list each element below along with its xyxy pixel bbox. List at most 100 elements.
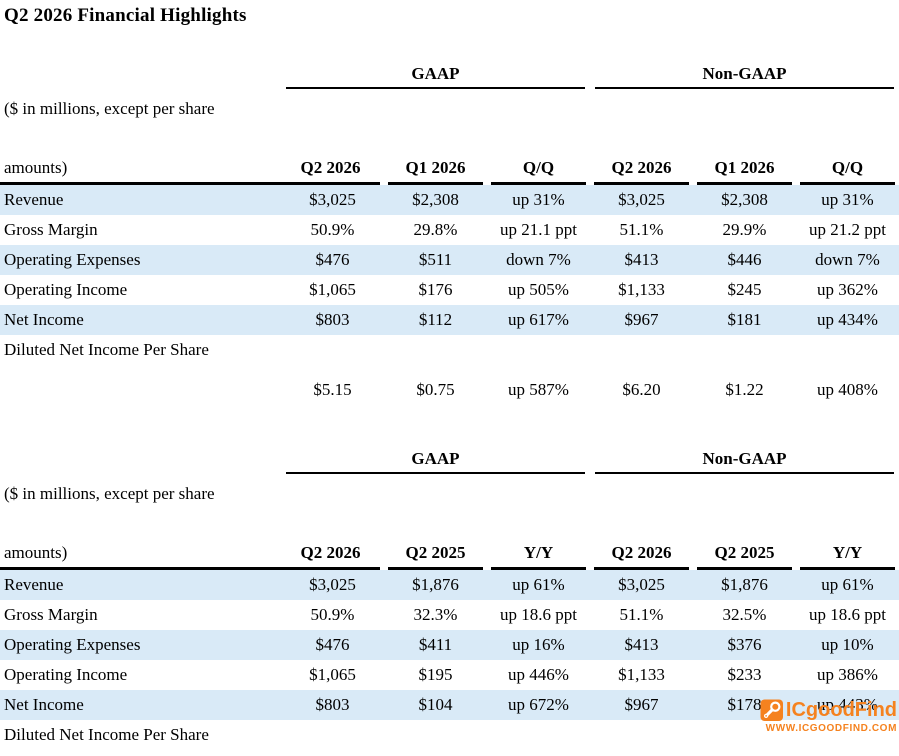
page-title: Q2 2026 Financial Highlights bbox=[4, 5, 247, 26]
column-header-row: amounts) Q2 2026 Q1 2026 Q/Q Q2 2026 Q1 2026 Q… bbox=[0, 129, 899, 185]
cell-value: up 408% bbox=[817, 380, 878, 399]
cell-value: 32.5% bbox=[722, 605, 767, 624]
unit-note-line2: amounts) bbox=[0, 158, 281, 185]
row-label: Revenue bbox=[4, 190, 64, 209]
cell-value: up 61% bbox=[512, 575, 565, 594]
cell-value: $2,308 bbox=[721, 190, 768, 209]
column-header-q2-2025: Q2 2025 bbox=[693, 514, 796, 570]
column-header-label: Q2 2026 bbox=[594, 158, 689, 185]
cell-value: $1,065 bbox=[309, 665, 356, 684]
row-label: Operating Expenses bbox=[4, 635, 141, 654]
cell-value: up 615% bbox=[487, 720, 590, 756]
column-header-q2-2026: Q2 2026 bbox=[590, 514, 693, 570]
cell-value: 29.8% bbox=[413, 220, 458, 239]
group-header-label: Non-GAAP bbox=[595, 64, 895, 89]
cell-value: up 443% bbox=[817, 695, 878, 714]
magnifier-wrench-icon bbox=[760, 699, 783, 721]
group-header-non-gaap: Non-GAAP bbox=[590, 440, 899, 474]
unit-note-line2-cell: amounts) bbox=[0, 514, 281, 570]
table-row: Gross Margin 50.9% 29.8% up 21.1 ppt 51.1% 29… bbox=[0, 215, 899, 245]
column-header-label: Q2 2026 bbox=[281, 543, 380, 570]
group-header-spacer bbox=[0, 55, 281, 89]
cell-value: $803 bbox=[315, 695, 350, 714]
row-label: Diluted Net Income Per Share bbox=[4, 340, 209, 359]
cell-value: up 362% bbox=[817, 280, 878, 299]
cell-value: $376 bbox=[727, 635, 762, 654]
cell-value: 32.3% bbox=[413, 605, 458, 624]
column-header-label: Q2 2026 bbox=[594, 543, 689, 570]
cell-value: $3,025 bbox=[618, 190, 665, 209]
cell-value: down 7% bbox=[506, 250, 571, 269]
group-header-spacer bbox=[0, 440, 281, 474]
cell-value: $967 bbox=[624, 310, 659, 329]
watermark: ICgoodFind WWW.ICGOODFIND.COM bbox=[760, 698, 897, 734]
cell-value: $104 bbox=[418, 695, 453, 714]
cell-value: 51.1% bbox=[619, 605, 664, 624]
table-row: Operating Income $1,065 $176 up 505% $1,133 $… bbox=[0, 275, 899, 305]
column-header-y-y: Y/Y bbox=[487, 514, 590, 570]
column-header-q1-2026: Q1 2026 bbox=[693, 129, 796, 185]
group-header-label: GAAP bbox=[286, 449, 585, 474]
cell-value: $411 bbox=[418, 635, 453, 654]
cell-value: $0.75 bbox=[416, 380, 455, 399]
cell-value: 50.9% bbox=[310, 220, 355, 239]
tables-container: GAAP Non-GAAP ($ in millions, except per s… bbox=[0, 55, 899, 756]
watermark-url: WWW.ICGOODFIND.COM bbox=[765, 723, 897, 734]
cell-value: $3,025 bbox=[309, 190, 356, 209]
column-header-q2-2025: Q2 2025 bbox=[384, 514, 487, 570]
group-header-label: GAAP bbox=[286, 64, 585, 89]
cell-value: $5.15 bbox=[281, 720, 384, 756]
watermark-brand: ICgoodFind bbox=[785, 699, 897, 721]
cell-value: up 31% bbox=[512, 190, 565, 209]
column-header-y-y: Y/Y bbox=[796, 514, 899, 570]
table-row: Operating Income $1,065 $195 up 446% $1,133 $… bbox=[0, 660, 899, 690]
column-header-label: Q2 2026 bbox=[281, 158, 380, 185]
cell-value: $176 bbox=[418, 280, 453, 299]
cell-value: $5.15 bbox=[313, 380, 352, 399]
cell-value: up 21.1 ppt bbox=[500, 220, 577, 239]
cell-value: up 18.6 ppt bbox=[500, 605, 577, 624]
table-row: Revenue $3,025 $1,876 up 61% $3,025 $1,876 up … bbox=[0, 570, 899, 600]
row-label: Operating Expenses bbox=[4, 250, 141, 269]
cell-value: $2,308 bbox=[412, 190, 459, 209]
column-header-q2-2026: Q2 2026 bbox=[590, 129, 693, 185]
unit-note-line2: amounts) bbox=[0, 543, 281, 570]
group-header-non-gaap: Non-GAAP bbox=[590, 55, 899, 89]
cell-value: $6.20 bbox=[590, 720, 693, 756]
cell-value: $1,876 bbox=[412, 575, 459, 594]
column-header-q2-2026: Q2 2026 bbox=[281, 129, 384, 185]
cell-value: up 617% bbox=[508, 310, 569, 329]
cell-value: $3,025 bbox=[309, 575, 356, 594]
table-row: Operating Expenses $476 $511 down 7% $413 $44… bbox=[0, 245, 899, 275]
watermark-logo-row: ICgoodFind bbox=[760, 698, 897, 722]
group-header-row: GAAP Non-GAAP bbox=[0, 55, 899, 89]
column-header-q2-2026: Q2 2026 bbox=[281, 514, 384, 570]
unit-note-row: ($ in millions, except per share bbox=[0, 89, 899, 129]
cell-value: $178 bbox=[727, 695, 762, 714]
cell-value: up 31% bbox=[821, 190, 874, 209]
column-header-label: Q2 2025 bbox=[388, 543, 483, 570]
table-row: Diluted Net Income Per Share $5.15 $0.75 up… bbox=[0, 335, 899, 410]
cell-value: up 505% bbox=[508, 280, 569, 299]
cell-value: $1,133 bbox=[618, 665, 665, 684]
cell-value: up 434% bbox=[817, 310, 878, 329]
cell-value: up 672% bbox=[508, 695, 569, 714]
unit-note-line2-cell: amounts) bbox=[0, 129, 281, 185]
row-label: Gross Margin bbox=[4, 220, 98, 239]
cell-value: 51.1% bbox=[619, 220, 664, 239]
cell-value: up 21.2 ppt bbox=[809, 220, 886, 239]
cell-value: $245 bbox=[727, 280, 762, 299]
cell-value: up 16% bbox=[512, 635, 565, 654]
cell-value: 50.9% bbox=[310, 605, 355, 624]
financial-table-2: GAAP Non-GAAP ($ in millions, except per s… bbox=[0, 440, 899, 756]
cell-value: $413 bbox=[624, 635, 659, 654]
cell-value: $181 bbox=[727, 310, 762, 329]
cell-value: $1,065 bbox=[309, 280, 356, 299]
cell-value: $112 bbox=[418, 310, 453, 329]
column-header-row: amounts) Q2 2026 Q2 2025 Y/Y Q2 2026 Q2 2025 Y… bbox=[0, 514, 899, 570]
column-header-label: Q1 2026 bbox=[697, 158, 792, 185]
cell-value: $803 bbox=[315, 310, 350, 329]
row-label: Diluted Net Income Per Share bbox=[4, 725, 209, 744]
unit-note-row: ($ in millions, except per share bbox=[0, 474, 899, 514]
cell-value: up 61% bbox=[821, 575, 874, 594]
